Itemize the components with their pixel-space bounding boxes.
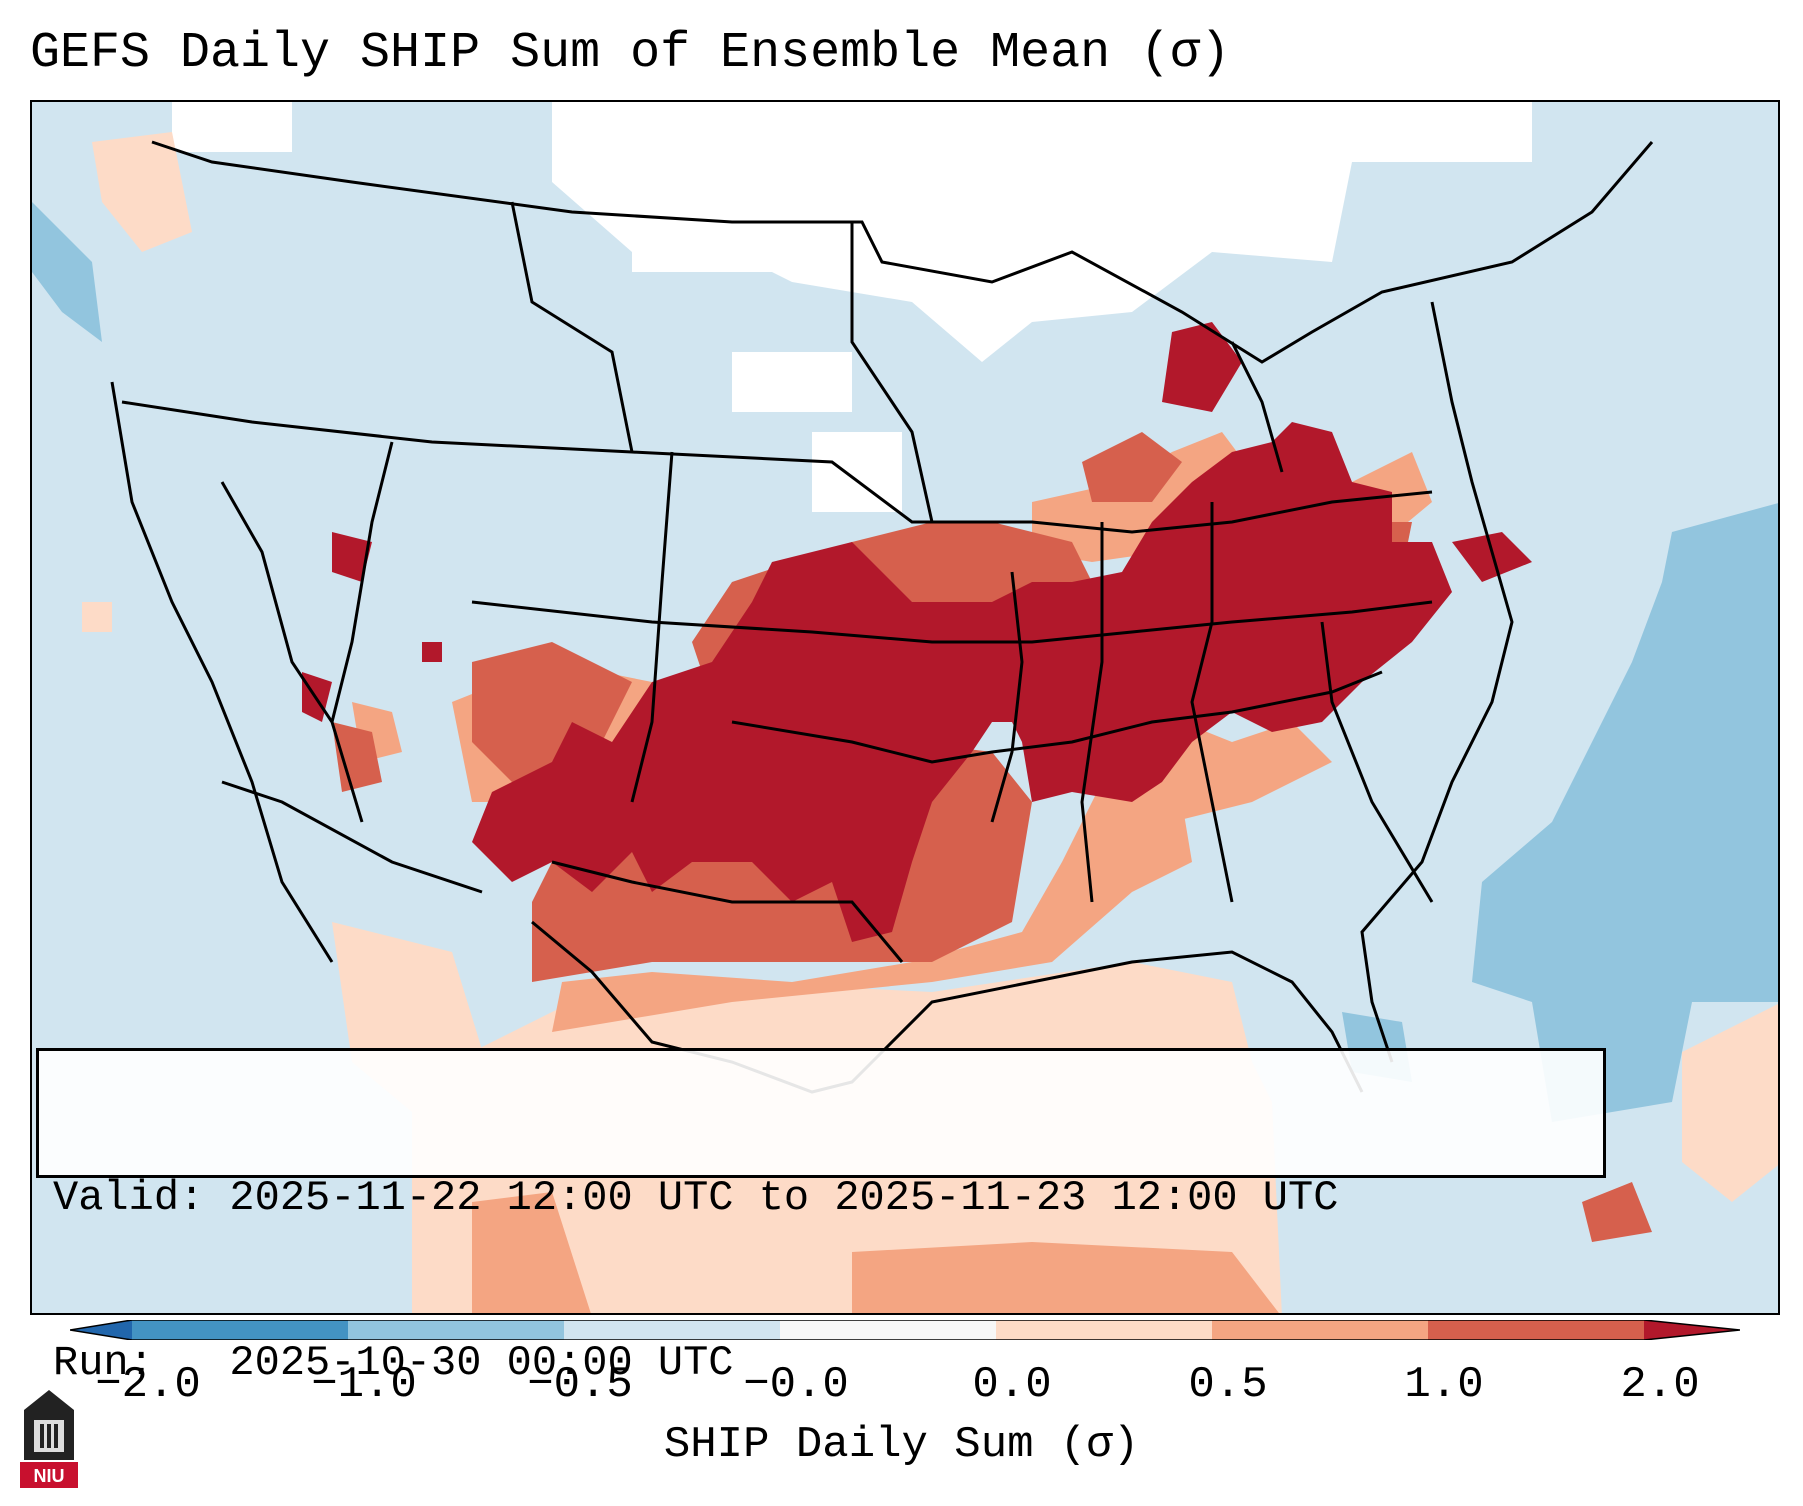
tick-label: 0.5 [1188, 1360, 1268, 1410]
tick-label: −1.0 [311, 1360, 417, 1410]
near-zero-patches [172, 102, 1532, 512]
colorbar-bin-5 [996, 1320, 1212, 1340]
tick-label: −0.0 [743, 1360, 849, 1410]
boundary-lines [110, 140, 1654, 1094]
valid-time-text: Valid: 2025-11-22 12:00 UTC to 2025-11-2… [53, 1174, 1339, 1222]
tick-label: 0.0 [972, 1360, 1052, 1410]
colorbar-bin-2 [348, 1320, 564, 1340]
colorbar-ticks: −2.0 −1.0 −0.5 −0.0 0.0 0.5 1.0 2.0 [0, 1360, 1803, 1420]
colorbar-extend-low [70, 1320, 132, 1340]
colorbar-extend-high [1644, 1320, 1740, 1340]
run-time-text: Run: 2025-10-30 00:00 UTC [53, 1339, 734, 1387]
map-title: GEFS Daily SHIP Sum of Ensemble Mean (σ) [30, 25, 1231, 82]
colorbar-bin-1 [132, 1320, 348, 1340]
colorbar-bin-4 [780, 1320, 996, 1340]
colorbar-bin-7 [1428, 1320, 1644, 1340]
colorbar-bin-6 [1212, 1320, 1428, 1340]
tick-label: −2.0 [95, 1360, 201, 1410]
logo-text: NIU [34, 1466, 65, 1486]
colorbar [70, 1320, 1740, 1340]
colorbar-bin-3 [564, 1320, 780, 1340]
tick-label: 2.0 [1620, 1360, 1700, 1410]
tick-label: −0.5 [527, 1360, 633, 1410]
tick-label: 1.0 [1404, 1360, 1484, 1410]
colorbar-label: SHIP Daily Sum (σ) [663, 1420, 1140, 1470]
valid-run-info-box: Valid: 2025-11-22 12:00 UTC to 2025-11-2… [36, 1048, 1606, 1387]
niu-logo-icon: NIU [20, 1390, 78, 1488]
